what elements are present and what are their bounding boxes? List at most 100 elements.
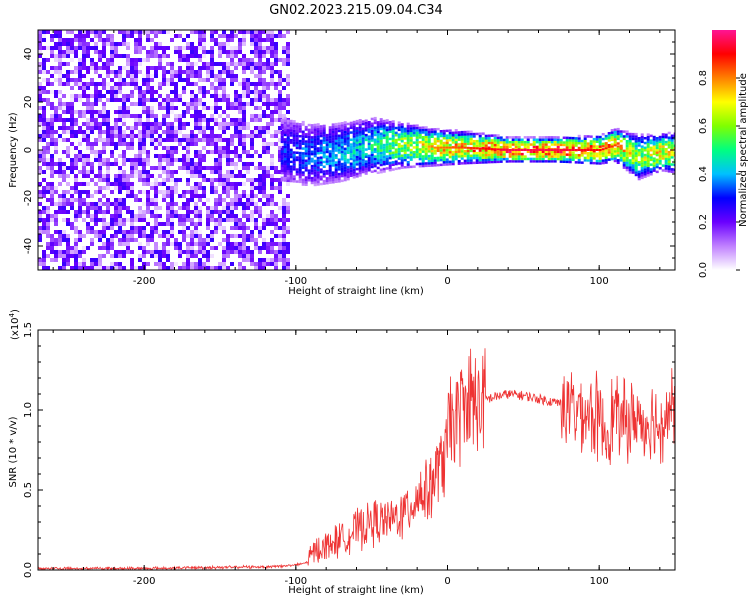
heatmap-cell (266, 34, 270, 38)
heatmap-cell (74, 242, 78, 246)
heatmap-cell (78, 238, 82, 242)
heatmap-cell (478, 134, 482, 138)
heatmap-cell (457, 152, 461, 156)
heatmap-cell (640, 155, 644, 158)
heatmap-cell (655, 161, 659, 164)
heatmap-cell (640, 174, 644, 177)
heatmap-cell (640, 140, 644, 144)
heatmap-cell (412, 165, 416, 168)
heatmap-cell (379, 144, 383, 147)
heatmap-cell (210, 234, 214, 238)
heatmap-cell (490, 141, 494, 145)
heatmap-cell (349, 143, 353, 146)
heatmap-cell (198, 222, 202, 226)
heatmap-cell (604, 151, 608, 155)
heatmap-cell (505, 145, 509, 149)
heatmap-cell (86, 94, 90, 98)
heatmap-cell (142, 78, 146, 82)
heatmap-cell (640, 138, 644, 141)
heatmap-cell (562, 150, 566, 154)
heatmap-cell (544, 140, 548, 144)
heatmap-cell (138, 198, 142, 202)
heatmap-cell (66, 138, 70, 142)
heatmap-cell (484, 151, 488, 154)
heatmap-cell (242, 134, 246, 138)
heatmap-cell (649, 173, 653, 176)
heatmap-cell (292, 120, 296, 123)
heatmap-cell (349, 172, 353, 175)
heatmap-cell (280, 176, 284, 180)
heatmap-cell (66, 70, 70, 74)
heatmap-cell (391, 146, 395, 150)
heatmap-cell (270, 62, 274, 66)
heatmap-cell (122, 234, 126, 238)
heatmap-cell (234, 234, 238, 238)
heatmap-cell (661, 135, 665, 139)
heatmap-cell (70, 186, 74, 190)
heatmap-cell (150, 210, 154, 214)
heatmap-cell (517, 160, 521, 163)
heatmap-cell (346, 139, 350, 142)
heatmap-cell (391, 153, 395, 157)
heatmap-cell (98, 230, 102, 234)
heatmap-cell (254, 130, 258, 134)
heatmap-cell (226, 126, 230, 130)
heatmap-cell (433, 149, 437, 153)
heatmap-cell (214, 202, 218, 206)
heatmap-cell (150, 254, 154, 258)
heatmap-cell (234, 106, 238, 110)
heatmap-cell (250, 182, 254, 186)
heatmap-cell (82, 122, 86, 126)
heatmap-cell (307, 123, 311, 127)
heatmap-cell (206, 234, 210, 238)
heatmap-cell (194, 174, 198, 178)
heatmap-cell (562, 149, 566, 151)
heatmap-cell (664, 136, 668, 139)
heatmap-cell (643, 141, 647, 145)
heatmap-cell (194, 62, 198, 66)
heatmap-cell (541, 157, 545, 161)
heatmap-cell (520, 152, 524, 156)
heatmap-cell (601, 142, 605, 146)
heatmap-cell (218, 218, 222, 222)
heatmap-cell (511, 160, 515, 163)
heatmap-cell (589, 159, 593, 162)
heatmap-cell (262, 142, 266, 146)
heatmap-cell (589, 135, 593, 138)
heatmap-cell (278, 110, 282, 114)
heatmap-cell (126, 186, 130, 190)
heatmap-cell (54, 130, 58, 134)
heatmap-cell (616, 135, 620, 138)
heatmap-cell (613, 144, 617, 147)
heatmap-cell (391, 144, 395, 147)
heatmap-cell (409, 148, 413, 152)
heatmap-cell (382, 158, 386, 161)
heatmap-cell (210, 46, 214, 50)
heatmap-cell (331, 135, 335, 138)
heatmap-cell (278, 254, 282, 258)
heatmap-cell (74, 250, 78, 254)
heatmap-cell (550, 155, 554, 158)
heatmap-cell (352, 149, 356, 153)
heatmap-cell (110, 182, 114, 186)
heatmap-cell (70, 190, 74, 194)
heatmap-cell (667, 146, 671, 149)
heatmap-cell (286, 158, 290, 161)
heatmap-cell (361, 130, 365, 133)
heatmap-cell (194, 70, 198, 74)
heatmap-cell (307, 147, 311, 151)
heatmap-cell (310, 152, 314, 156)
heatmap-cell (226, 94, 230, 98)
heatmap-cell (122, 170, 126, 174)
heatmap-cell (358, 119, 362, 122)
heatmap-cell (475, 139, 479, 143)
heatmap-cell (58, 58, 62, 62)
heatmap-cell (230, 82, 234, 86)
heatmap-cell (278, 78, 282, 82)
heatmap-cell (625, 166, 629, 169)
heatmap-cell (138, 254, 142, 258)
heatmap-cell (292, 156, 296, 159)
heatmap-cell (463, 154, 467, 158)
heatmap-cell (194, 50, 198, 54)
heatmap-cell (637, 177, 641, 181)
